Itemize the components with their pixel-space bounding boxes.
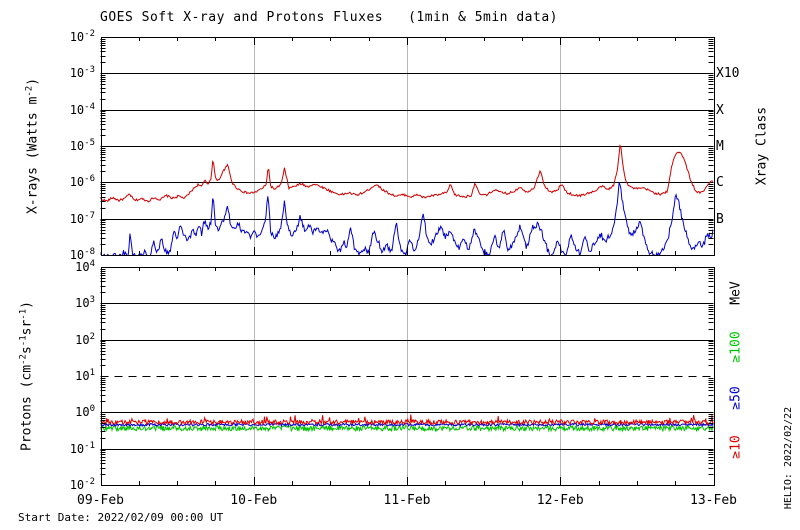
ytick-label: 100 — [75, 404, 95, 420]
ytick-label: 103 — [75, 295, 95, 311]
ytick-label: 10-8 — [69, 247, 95, 262]
xtick-label: 10-Feb — [230, 493, 278, 508]
xray-class-label: B — [716, 211, 724, 227]
chart-title: GOES Soft X-ray and Protons Fluxes (1min… — [100, 10, 558, 25]
protons-ge10-MeV — [100, 414, 714, 426]
xtick-label: 12-Feb — [536, 493, 584, 508]
ytick-label: 10-5 — [69, 138, 95, 153]
ytick-label: 10-6 — [69, 174, 95, 190]
ytick-label: 10-2 — [69, 29, 95, 44]
ytick-label: 10-3 — [69, 65, 95, 81]
protons-ge100-MeV — [100, 424, 714, 433]
xtick-label: 11-Feb — [383, 493, 431, 508]
ytick-label: 10-7 — [69, 210, 95, 226]
xtick-label: 09-Feb — [77, 493, 124, 508]
xray-class-label: X10 — [716, 66, 740, 82]
ytick-label: 10-1 — [69, 440, 95, 456]
xray-class-label: M — [716, 139, 724, 154]
xray-red-trace — [100, 144, 714, 203]
ytick-label: 104 — [75, 259, 95, 274]
xray-class-label: X — [716, 102, 724, 118]
ytick-label: 101 — [75, 368, 95, 383]
ytick-label: 10-2 — [69, 477, 95, 492]
xray-class-label: C — [716, 175, 724, 191]
ytick-label: 10-4 — [69, 101, 95, 117]
xtick-label: 13-Feb — [690, 493, 737, 508]
xray-blue-trace — [100, 182, 714, 255]
ytick-label: 102 — [75, 331, 95, 347]
start-date-label: Start Date: 2022/02/09 00:00 UT — [18, 511, 224, 524]
